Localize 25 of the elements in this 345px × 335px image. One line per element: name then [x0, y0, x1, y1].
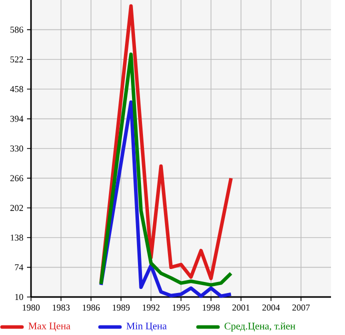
- x-tick-label: 1992: [142, 304, 160, 311]
- x-tick-label: 1983: [52, 304, 70, 311]
- x-tick-label: 1989: [112, 304, 130, 311]
- legend-label: Сред.Цена, т.йен: [224, 322, 296, 332]
- y-tick-label: 10: [15, 294, 24, 300]
- y-tick-label: 394: [10, 116, 24, 122]
- y-tick-label: 266: [10, 175, 24, 182]
- y-tick-label: 330: [10, 145, 24, 152]
- x-tick-label: 1998: [202, 304, 220, 311]
- y-tick-label: 202: [10, 204, 23, 211]
- x-tick-label: 1980: [22, 304, 40, 311]
- y-tick-label: 74: [15, 264, 24, 270]
- y-tick-label: 138: [10, 234, 24, 241]
- y-tick-label: 458: [10, 86, 24, 92]
- legend-label: Min Цена: [126, 322, 167, 332]
- x-tick-label: 2007: [292, 304, 310, 311]
- y-tick-label: 522: [10, 56, 23, 62]
- x-tick-label: 2004: [262, 304, 280, 311]
- x-tick-label: 1995: [172, 304, 190, 311]
- line-series: [99, 100, 233, 298]
- line-series: [99, 52, 233, 287]
- legend-label: Max Цена: [28, 322, 70, 332]
- x-tick-label: 2001: [232, 304, 250, 311]
- y-tick-label: 586: [10, 26, 24, 33]
- x-tick-label: 1986: [82, 304, 100, 311]
